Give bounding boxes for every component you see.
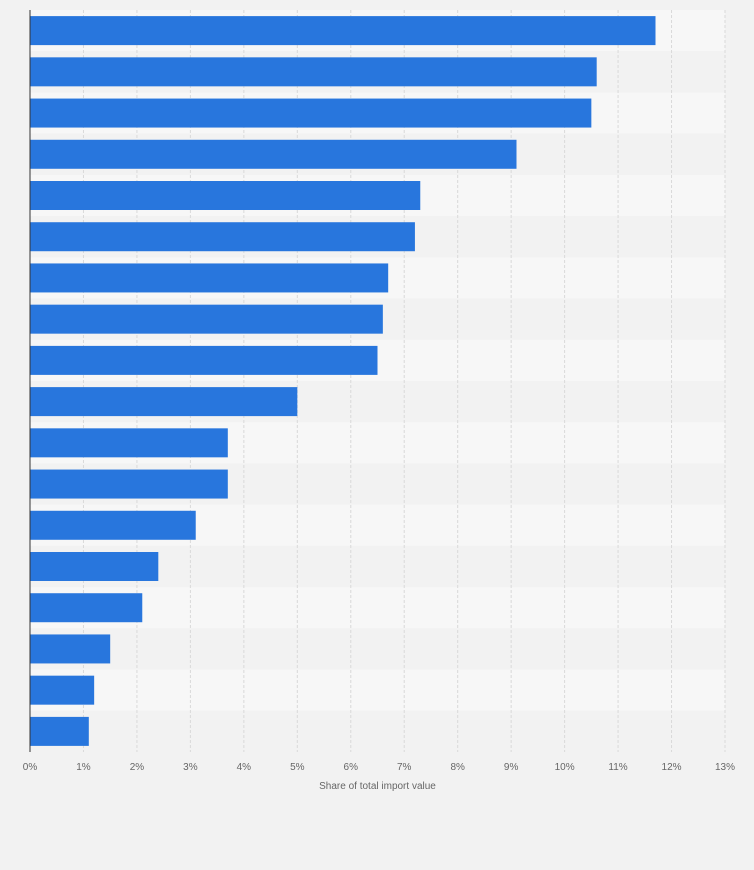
plot-band (30, 710, 725, 752)
x-tick-label: 7% (397, 762, 412, 773)
plot-band (30, 628, 725, 670)
bar (30, 675, 95, 705)
bar (30, 139, 517, 169)
x-tick-label: 11% (608, 762, 627, 773)
bar (30, 222, 415, 252)
x-tick-label: 3% (183, 762, 198, 773)
x-tick-label: 12% (662, 762, 682, 773)
bar (30, 16, 656, 46)
x-tick-label: 4% (237, 762, 252, 773)
bar (30, 510, 196, 540)
x-axis-title: Share of total import value (319, 781, 436, 792)
x-tick-label: 2% (130, 762, 145, 773)
x-tick-label: 1% (76, 762, 91, 773)
grid-lines (82, 10, 726, 752)
bar (30, 634, 111, 664)
bar-series (30, 16, 656, 746)
x-tick-label: 6% (344, 762, 359, 773)
bar (30, 181, 421, 210)
plot-band (30, 587, 725, 629)
x-tick-label: 5% (290, 762, 305, 773)
bar (30, 345, 378, 375)
bar (30, 428, 228, 458)
x-tick-label: 0% (23, 762, 38, 773)
bar (30, 387, 298, 417)
x-tick-label: 8% (450, 762, 465, 773)
x-axis-tick-labels: 0% 1% 2% 3% 4% 5% 6% 7% 8% 9% 10% 11% 12% 13% (23, 762, 735, 773)
bar (30, 57, 597, 87)
bar (30, 716, 89, 746)
bar (30, 552, 159, 581)
x-tick-label: 9% (504, 762, 519, 773)
bar (30, 263, 389, 293)
plot-band (30, 669, 725, 711)
bar (30, 593, 143, 623)
bar (30, 469, 228, 499)
x-tick-label: 13% (715, 762, 735, 773)
bar (30, 98, 592, 128)
bar (30, 304, 383, 334)
x-tick-label: 10% (555, 762, 575, 773)
